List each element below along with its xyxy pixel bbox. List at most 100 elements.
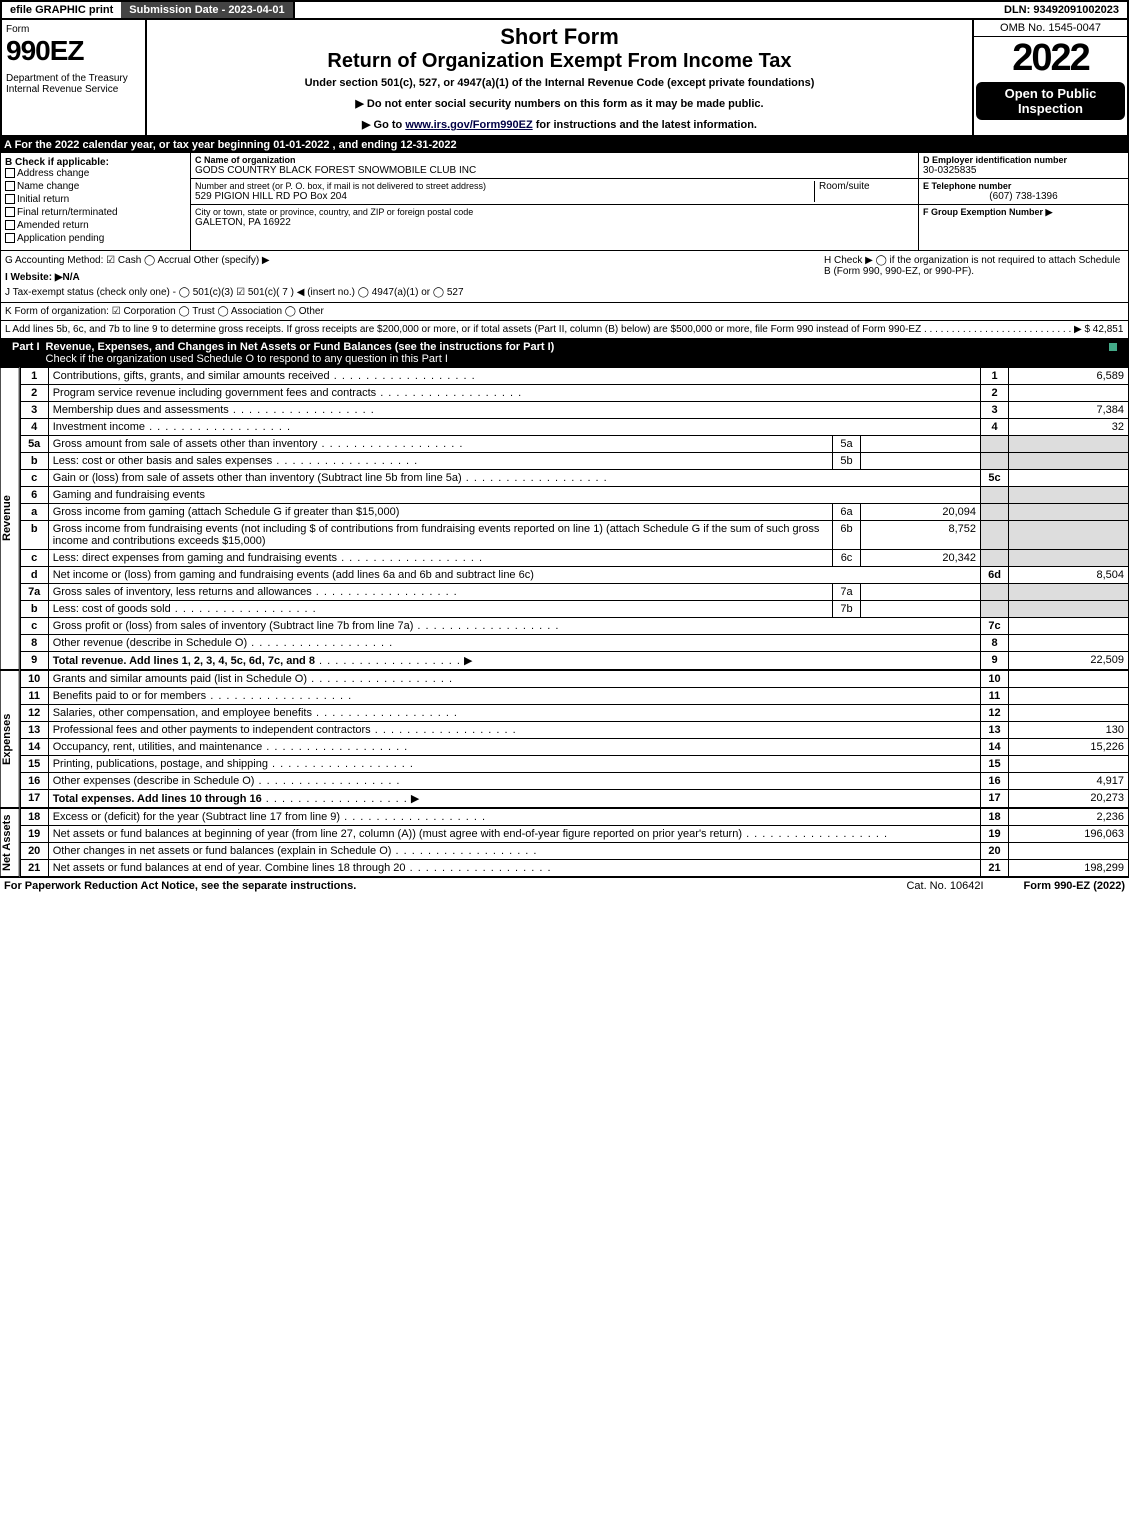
l13-amt: 130 [1009,722,1129,739]
header-mid: Short Form Return of Organization Exempt… [147,20,972,135]
l20-amt [1009,843,1129,860]
netassets-section: Net Assets 18Excess or (deficit) for the… [0,808,1129,877]
l16-amt: 4,917 [1009,773,1129,790]
l3-text: Membership dues and assessments [53,404,229,416]
l6b-mid: 8,752 [861,521,981,550]
form-header: Form 990EZ Department of the Treasury In… [0,20,1129,137]
header-left: Form 990EZ Department of the Treasury In… [2,20,147,135]
l6a-text: Gross income from gaming (attach Schedul… [53,506,400,518]
section-b: B Check if applicable: Address change Na… [1,153,191,250]
l6c-text: Less: direct expenses from gaming and fu… [53,552,337,564]
l5c-text: Gain or (loss) from sale of assets other… [53,472,462,484]
l1-amt: 6,589 [1009,368,1129,385]
l3-amt: 7,384 [1009,402,1129,419]
l7b-mid [861,601,981,618]
l18-amt: 2,236 [1009,809,1129,826]
l6a-mid: 20,094 [861,504,981,521]
d-label: D Employer identification number [923,155,1124,165]
l8-amt [1009,635,1129,652]
top-bar: efile GRAPHIC print Submission Date - 20… [0,0,1129,20]
ein: 30-0325835 [923,165,1124,176]
l5b-mid [861,453,981,470]
l6-text: Gaming and fundraising events [48,487,980,504]
l10-amt [1009,671,1129,688]
line-h: H Check ▶ ◯ if the organization is not r… [824,255,1124,277]
l6b-text: Gross income from fundraising events (no… [53,523,820,547]
chk-amended-return[interactable]: Amended return [5,220,186,231]
note-ssn: ▶ Do not enter social security numbers o… [151,97,968,110]
expenses-section: Expenses 10Grants and similar amounts pa… [0,670,1129,808]
form-word: Form [6,24,141,35]
room-suite-label: Room/suite [814,181,914,202]
line-a: A For the 2022 calendar year, or tax yea… [0,137,1129,153]
expenses-label: Expenses [0,670,20,808]
l17-text: Total expenses. Add lines 10 through 16 [53,793,262,805]
city-label: City or town, state or province, country… [195,207,914,217]
l6c-mid: 20,342 [861,550,981,567]
revenue-section: Revenue 1Contributions, gifts, grants, a… [0,367,1129,670]
part1-label: Part I [6,341,46,365]
l21-text: Net assets or fund balances at end of ye… [53,862,406,874]
l4-amt: 32 [1009,419,1129,436]
l14-amt: 15,226 [1009,739,1129,756]
footer-cat: Cat. No. 10642I [906,880,983,892]
footer-right: Form 990-EZ (2022) [1024,880,1125,892]
note-link: ▶ Go to www.irs.gov/Form990EZ for instru… [151,118,968,131]
org-city: GALETON, PA 16922 [195,217,914,228]
l16-text: Other expenses (describe in Schedule O) [53,775,255,787]
note2-post: for instructions and the latest informat… [533,119,757,131]
part1-sub: Check if the organization used Schedule … [46,353,448,365]
org-info-block: B Check if applicable: Address change Na… [0,153,1129,251]
omb-number: OMB No. 1545-0047 [974,20,1127,37]
l7c-text: Gross profit or (loss) from sales of inv… [53,620,414,632]
irs-link[interactable]: www.irs.gov/Form990EZ [405,119,532,131]
l12-amt [1009,705,1129,722]
submission-date: Submission Date - 2023-04-01 [121,2,294,18]
e-label: E Telephone number [923,181,1124,191]
line-j: J Tax-exempt status (check only one) - ◯… [5,287,1124,298]
l6d-amt: 8,504 [1009,567,1129,584]
page-footer: For Paperwork Reduction Act Notice, see … [0,877,1129,894]
part1-check[interactable] [1105,341,1123,365]
l5a-mid [861,436,981,453]
l7a-text: Gross sales of inventory, less returns a… [53,586,312,598]
chk-address-change[interactable]: Address change [5,168,186,179]
l21-amt: 198,299 [1009,860,1129,877]
l11-amt [1009,688,1129,705]
chk-final-return[interactable]: Final return/terminated [5,207,186,218]
l1-text: Contributions, gifts, grants, and simila… [53,370,330,382]
street-label: Number and street (or P. O. box, if mail… [195,181,814,191]
part1-header: Part I Revenue, Expenses, and Changes in… [0,339,1129,367]
ghij-block: G Accounting Method: ☑ Cash ◯ Accrual Ot… [0,251,1129,303]
chk-application-pending[interactable]: Application pending [5,233,186,244]
l4-text: Investment income [53,421,145,433]
tax-year: 2022 [974,37,1127,80]
l6d-text: Net income or (loss) from gaming and fun… [53,569,534,581]
line-k: K Form of organization: ☑ Corporation ◯ … [0,303,1129,321]
l11-text: Benefits paid to or for members [53,690,206,702]
l8-text: Other revenue (describe in Schedule O) [53,637,247,649]
l15-text: Printing, publications, postage, and shi… [53,758,268,770]
dln: DLN: 93492091002023 [996,2,1127,18]
under-section: Under section 501(c), 527, or 4947(a)(1)… [151,77,968,89]
l7a-mid [861,584,981,601]
section-def: D Employer identification number 30-0325… [918,153,1128,250]
footer-left: For Paperwork Reduction Act Notice, see … [4,880,356,892]
l5b-text: Less: cost or other basis and sales expe… [53,455,273,467]
l9-amt: 22,509 [1009,652,1129,670]
b-label: B Check if applicable: [5,157,186,168]
org-name: GODS COUNTRY BLACK FOREST SNOWMOBILE CLU… [195,165,914,176]
l17-amt: 20,273 [1009,790,1129,808]
l18-text: Excess or (deficit) for the year (Subtra… [53,811,340,823]
chk-name-change[interactable]: Name change [5,181,186,192]
form-number: 990EZ [6,35,141,67]
l19-amt: 196,063 [1009,826,1129,843]
header-right: OMB No. 1545-0047 2022 Open to Public In… [972,20,1127,135]
l5c-amt [1009,470,1129,487]
section-c: C Name of organization GODS COUNTRY BLAC… [191,153,918,250]
l7b-text: Less: cost of goods sold [53,603,171,615]
f-label: F Group Exemption Number ▶ [923,207,1124,218]
revenue-label: Revenue [0,367,20,670]
chk-initial-return[interactable]: Initial return [5,194,186,205]
l14-text: Occupancy, rent, utilities, and maintena… [53,741,263,753]
